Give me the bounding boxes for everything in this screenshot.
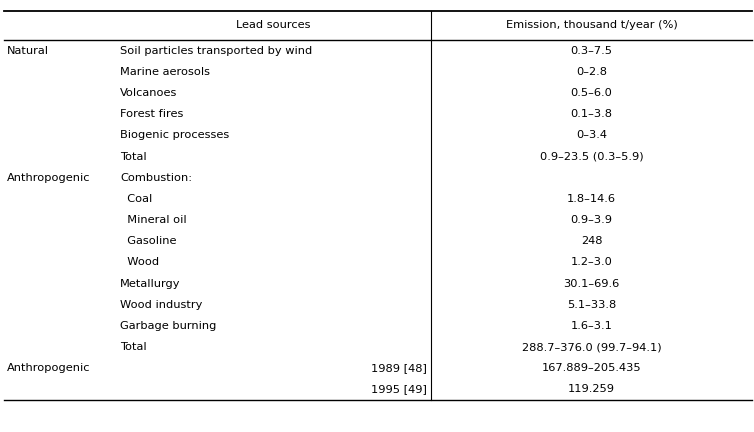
Text: 0–2.8: 0–2.8: [576, 67, 607, 77]
Text: Anthropogenic: Anthropogenic: [7, 173, 90, 183]
Text: 119.259: 119.259: [568, 384, 615, 394]
Text: Biogenic processes: Biogenic processes: [120, 130, 229, 140]
Text: 5.1–33.8: 5.1–33.8: [567, 300, 616, 310]
Text: Lead sources: Lead sources: [236, 20, 310, 31]
Text: 0.9–23.5 (0.3–5.9): 0.9–23.5 (0.3–5.9): [540, 152, 643, 162]
Text: 30.1–69.6: 30.1–69.6: [563, 279, 620, 289]
Text: Emission, thousand t/year (%): Emission, thousand t/year (%): [506, 20, 677, 31]
Text: 1.2–3.0: 1.2–3.0: [571, 257, 612, 267]
Text: Natural: Natural: [7, 46, 49, 56]
Text: 0.9–3.9: 0.9–3.9: [571, 215, 612, 225]
Text: Anthropogenic: Anthropogenic: [7, 363, 90, 373]
Text: Forest fires: Forest fires: [120, 109, 183, 119]
Text: Mineral oil: Mineral oil: [120, 215, 186, 225]
Text: Coal: Coal: [120, 194, 152, 204]
Text: Total: Total: [120, 152, 146, 162]
Text: 1.6–3.1: 1.6–3.1: [571, 321, 612, 331]
Text: Gasoline: Gasoline: [120, 236, 176, 246]
Text: 248: 248: [581, 236, 602, 246]
Text: 0.3–7.5: 0.3–7.5: [571, 46, 612, 56]
Text: Total: Total: [120, 342, 146, 352]
Text: 0.1–3.8: 0.1–3.8: [571, 109, 612, 119]
Text: Metallurgy: Metallurgy: [120, 279, 180, 289]
Text: Marine aerosols: Marine aerosols: [120, 67, 210, 77]
Text: 288.7–376.0 (99.7–94.1): 288.7–376.0 (99.7–94.1): [522, 342, 661, 352]
Text: Combustion:: Combustion:: [120, 173, 192, 183]
Text: Wood: Wood: [120, 257, 159, 267]
Text: Volcanoes: Volcanoes: [120, 88, 177, 98]
Text: 1995 [49]: 1995 [49]: [371, 384, 427, 394]
Text: 0–3.4: 0–3.4: [576, 130, 607, 140]
Text: Garbage burning: Garbage burning: [120, 321, 216, 331]
Text: 1989 [48]: 1989 [48]: [371, 363, 427, 373]
Text: Soil particles transported by wind: Soil particles transported by wind: [120, 46, 312, 56]
Text: 0.5–6.0: 0.5–6.0: [571, 88, 612, 98]
Text: 167.889–205.435: 167.889–205.435: [541, 363, 642, 373]
Text: 1.8–14.6: 1.8–14.6: [567, 194, 616, 204]
Text: Wood industry: Wood industry: [120, 300, 202, 310]
